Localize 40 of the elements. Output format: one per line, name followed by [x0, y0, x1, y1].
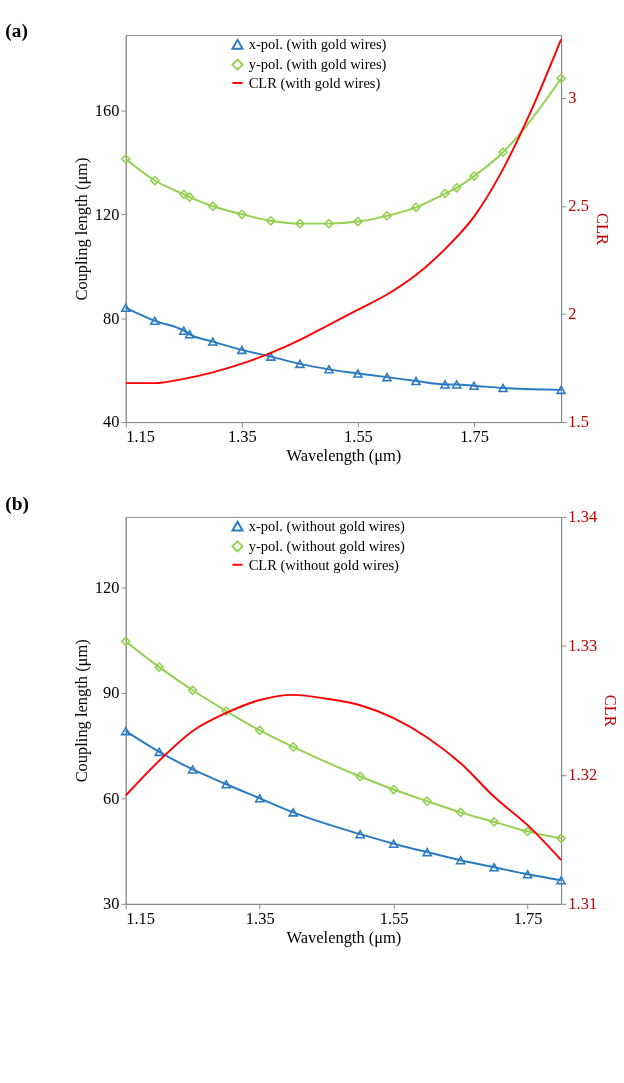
y-tick-label: 60 [103, 788, 120, 808]
x-tick-label: 1.35 [227, 426, 257, 446]
legend-label: x-pol. (with gold wires) [248, 36, 387, 54]
legend-label: CLR (with gold wires) [248, 74, 381, 92]
x-axis-title: Wavelength (μm) [286, 928, 402, 948]
y-tick-label: 120 [94, 204, 120, 224]
y2-tick-label: 1.5 [568, 412, 589, 432]
y-tick-label: 120 [94, 577, 120, 597]
x-axis-title: Wavelength (μm) [286, 446, 402, 466]
x-tick-label: 1.35 [245, 908, 275, 928]
y2-tick-label: 1.31 [568, 894, 598, 914]
y-tick-label: 30 [103, 894, 120, 914]
x-tick-label: 1.75 [513, 908, 543, 928]
y2-axis-title: CLR [600, 694, 620, 727]
x-tick-label: 1.55 [379, 908, 409, 928]
y-tick-label: 160 [94, 100, 120, 120]
chart-title: (a) [5, 20, 28, 43]
y2-tick-label: 2.5 [568, 196, 589, 216]
y-tick-label: 80 [103, 308, 120, 328]
chart-title: (b) [5, 493, 29, 516]
y-tick-label: 90 [103, 683, 120, 703]
legend-label: x-pol. (without gold wires) [248, 517, 406, 535]
legend-label: y-pol. (with gold wires) [248, 56, 387, 74]
y2-tick-label: 1.32 [568, 765, 598, 785]
y2-tick-label: 2 [568, 304, 577, 324]
x-tick-label: 1.15 [126, 908, 156, 928]
y2-tick-label: 1.33 [568, 636, 598, 656]
y-tick-label: 40 [103, 412, 120, 432]
x-tick-label: 1.75 [460, 426, 489, 446]
line-series [124, 693, 563, 861]
y2-axis-title: CLR [592, 213, 612, 246]
y2-tick-label: 3 [568, 88, 577, 108]
x-tick-label: 1.55 [344, 426, 373, 446]
y2-tick-label: 1.34 [568, 507, 598, 527]
x-tick-label: 1.15 [126, 426, 156, 446]
line-series [124, 38, 563, 385]
legend-label: y-pol. (without gold wires) [248, 538, 406, 556]
y-axis-title: Coupling length (μm) [72, 639, 92, 783]
y-axis-title: Coupling length (μm) [72, 157, 92, 301]
legend-label: CLR (without gold wires) [248, 556, 400, 574]
